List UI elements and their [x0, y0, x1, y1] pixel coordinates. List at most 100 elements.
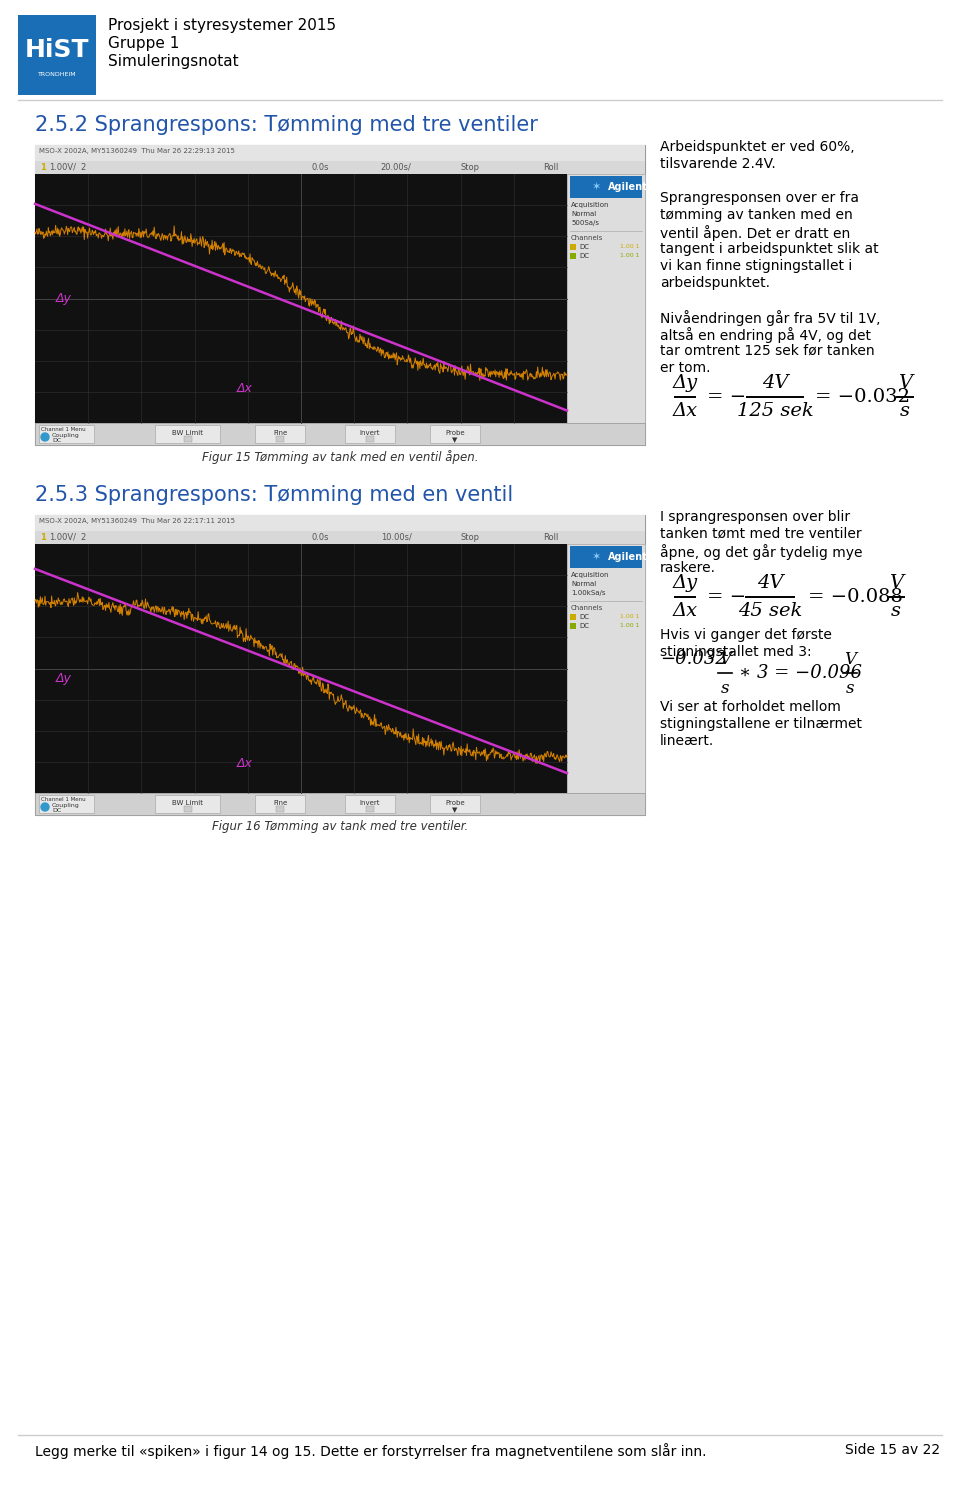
- Text: Invert: Invert: [360, 800, 380, 806]
- Bar: [345, 794, 395, 812]
- Text: Δx: Δx: [237, 382, 253, 394]
- Text: Hvis vi ganger det første: Hvis vi ganger det første: [660, 628, 832, 642]
- Bar: [345, 424, 395, 442]
- Text: 4V: 4V: [756, 574, 783, 592]
- Text: 1.00V/: 1.00V/: [49, 163, 76, 172]
- Text: V: V: [898, 374, 912, 393]
- Bar: [366, 436, 374, 442]
- Text: MSO-X 2002A, MY51360249  Thu Mar 26 22:17:11 2015: MSO-X 2002A, MY51360249 Thu Mar 26 22:17…: [39, 518, 235, 524]
- Text: Vi ser at forholdet mellom: Vi ser at forholdet mellom: [660, 701, 841, 714]
- Text: Coupling: Coupling: [52, 433, 80, 438]
- Text: BW Limit: BW Limit: [172, 800, 203, 806]
- Bar: [18, 15, 96, 95]
- Text: Stop: Stop: [461, 533, 480, 542]
- Text: Channels: Channels: [571, 236, 604, 242]
- Text: 1.00 1: 1.00 1: [620, 615, 640, 619]
- Bar: [35, 162, 645, 174]
- Text: Channel 1 Menu: Channel 1 Menu: [41, 797, 85, 802]
- Text: Normal: Normal: [571, 581, 596, 587]
- Text: altså en endring på 4V, og det: altså en endring på 4V, og det: [660, 328, 871, 343]
- Text: åpne, og det går tydelig mye: åpne, og det går tydelig mye: [660, 544, 862, 560]
- Bar: [35, 532, 645, 544]
- Text: DC: DC: [579, 615, 589, 621]
- Bar: [35, 145, 645, 445]
- Text: Δx: Δx: [672, 602, 698, 621]
- Bar: [570, 624, 576, 630]
- Text: Figur 15 Tømming av tank med en ventil åpen.: Figur 15 Tømming av tank med en ventil å…: [202, 450, 478, 464]
- Text: V: V: [719, 651, 731, 667]
- Text: Arbeidspunktet er ved 60%,: Arbeidspunktet er ved 60%,: [660, 140, 854, 154]
- Text: 1.00V/: 1.00V/: [49, 533, 76, 542]
- Text: Figur 16 Tømming av tank med tre ventiler.: Figur 16 Tømming av tank med tre ventile…: [212, 820, 468, 834]
- Text: MSO-X 2002A, MY51360249  Thu Mar 26 22:29:13 2015: MSO-X 2002A, MY51360249 Thu Mar 26 22:29…: [39, 148, 235, 154]
- Text: 1.00 1: 1.00 1: [620, 254, 640, 258]
- Bar: [39, 794, 94, 812]
- Bar: [183, 806, 191, 812]
- Text: vi kan finne stigningstallet i: vi kan finne stigningstallet i: [660, 260, 852, 273]
- Text: lineært.: lineært.: [660, 734, 714, 747]
- Text: ▼: ▼: [452, 806, 458, 812]
- Bar: [255, 794, 305, 812]
- Bar: [570, 177, 642, 198]
- Text: −0.032: −0.032: [660, 649, 727, 667]
- Text: 10.00s/: 10.00s/: [381, 533, 412, 542]
- Text: Agilent: Agilent: [608, 553, 648, 562]
- Text: HiST: HiST: [25, 38, 89, 62]
- Text: Coupling: Coupling: [52, 803, 80, 808]
- Bar: [567, 544, 645, 793]
- Bar: [430, 794, 480, 812]
- Text: s: s: [721, 680, 730, 698]
- Bar: [35, 544, 567, 793]
- Bar: [35, 793, 645, 815]
- Text: Channel 1 Menu: Channel 1 Menu: [41, 427, 85, 432]
- Text: 1.00kSa/s: 1.00kSa/s: [571, 590, 606, 596]
- Text: Normal: Normal: [571, 211, 596, 217]
- Bar: [155, 424, 220, 442]
- Text: 1: 1: [40, 163, 46, 172]
- Text: tar omtrent 125 sek før tanken: tar omtrent 125 sek før tanken: [660, 344, 875, 358]
- Text: Fine: Fine: [273, 430, 287, 436]
- Text: I sprangresponsen over blir: I sprangresponsen over blir: [660, 510, 851, 524]
- Text: Δy: Δy: [672, 574, 698, 592]
- Text: DC: DC: [579, 624, 589, 630]
- Bar: [276, 436, 284, 442]
- Text: 1: 1: [40, 533, 46, 542]
- Text: Acquisition: Acquisition: [571, 572, 610, 578]
- Text: 45 sek: 45 sek: [738, 602, 803, 621]
- Text: = −0.032: = −0.032: [815, 388, 910, 406]
- Text: DC: DC: [579, 245, 589, 251]
- Text: 20.00s/: 20.00s/: [381, 163, 412, 172]
- Text: 1.00 1: 1.00 1: [620, 245, 640, 249]
- Text: Δy: Δy: [57, 291, 72, 305]
- Text: 2.5.3 Sprangrespons: Tømming med en ventil: 2.5.3 Sprangrespons: Tømming med en vent…: [35, 485, 514, 504]
- Text: tangent i arbeidspunktet slik at: tangent i arbeidspunktet slik at: [660, 242, 878, 257]
- Circle shape: [41, 803, 49, 811]
- Text: Roll: Roll: [543, 533, 559, 542]
- Bar: [155, 794, 220, 812]
- Text: V: V: [844, 651, 856, 667]
- Text: ✶: ✶: [591, 553, 601, 562]
- Text: Channels: Channels: [571, 606, 604, 612]
- Text: Stop: Stop: [461, 163, 480, 172]
- Text: stigningstallene er tilnærmet: stigningstallene er tilnærmet: [660, 717, 862, 731]
- Text: DC: DC: [52, 438, 61, 444]
- Text: Legg merke til «spiken» i figur 14 og 15. Dette er forstyrrelser fra magnetventi: Legg merke til «spiken» i figur 14 og 15…: [35, 1444, 707, 1459]
- Text: Δy: Δy: [57, 672, 72, 686]
- Text: 125 sek: 125 sek: [736, 402, 813, 420]
- Text: 4V: 4V: [761, 374, 788, 393]
- Text: er tom.: er tom.: [660, 361, 710, 374]
- Text: ▼: ▼: [452, 436, 458, 442]
- Bar: [35, 515, 645, 815]
- Text: ∗ 3 = −0.096: ∗ 3 = −0.096: [739, 664, 862, 683]
- Text: Invert: Invert: [360, 430, 380, 436]
- Bar: [570, 254, 576, 260]
- Text: = −0.088: = −0.088: [808, 587, 902, 606]
- Text: Δx: Δx: [237, 757, 253, 770]
- Text: Gruppe 1: Gruppe 1: [108, 36, 180, 51]
- Bar: [35, 145, 645, 162]
- Text: Agilent: Agilent: [608, 183, 648, 192]
- Text: 2: 2: [80, 163, 85, 172]
- Text: tømming av tanken med en: tømming av tanken med en: [660, 208, 852, 222]
- Bar: [255, 424, 305, 442]
- Bar: [430, 424, 480, 442]
